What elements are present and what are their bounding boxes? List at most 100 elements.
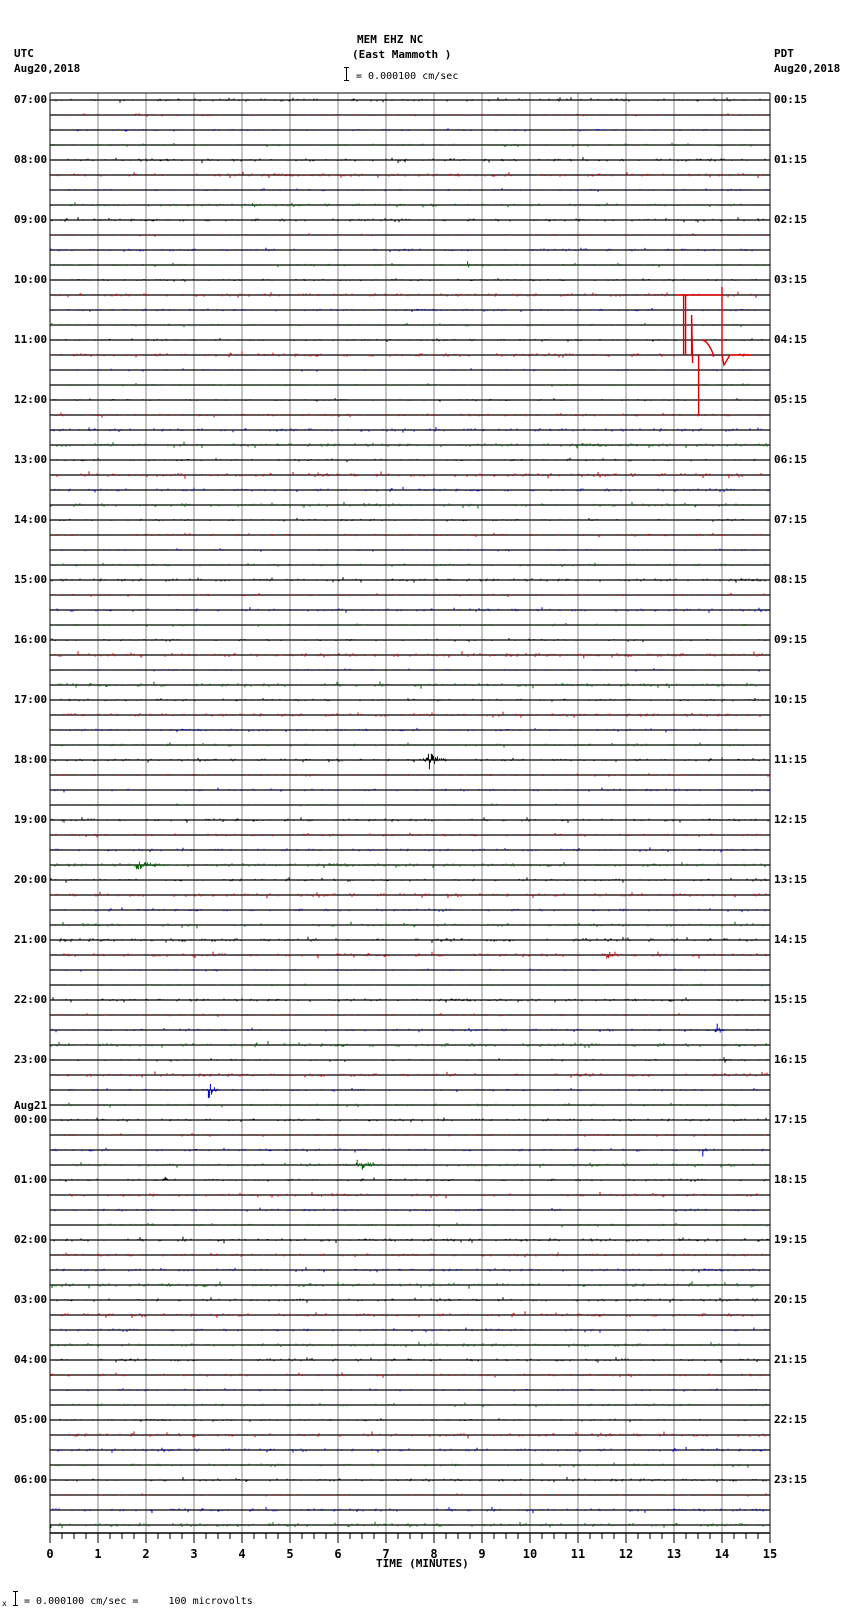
- x-tick-label: 2: [142, 1547, 149, 1561]
- trace: [51, 847, 764, 853]
- left-timezone: UTC: [14, 47, 34, 60]
- x-tick-label: 1: [94, 1547, 101, 1561]
- trace: [54, 773, 769, 777]
- right-time-label: 10:15: [774, 693, 808, 706]
- right-time-label: 00:15: [774, 93, 808, 106]
- trace: [62, 278, 759, 282]
- right-time-label: 03:15: [774, 273, 808, 286]
- right-time-label: 19:15: [774, 1233, 808, 1246]
- trace: [55, 562, 766, 567]
- trace: [51, 1084, 765, 1099]
- x-tick-label: 8: [430, 1547, 437, 1561]
- left-time-label: 01:00: [14, 1173, 48, 1186]
- left-time-label: 03:00: [14, 1293, 48, 1306]
- trace: [52, 803, 758, 807]
- right-time-label: 04:15: [774, 333, 808, 346]
- right-time-label: 11:15: [774, 753, 808, 766]
- trace: [50, 351, 762, 358]
- trace: [56, 471, 762, 479]
- right-time-label: 17:15: [774, 1113, 808, 1126]
- left-time-label: 23:00: [14, 1053, 48, 1066]
- left-time-label: 05:00: [14, 1413, 48, 1426]
- x-tick-label: 4: [238, 1547, 245, 1561]
- footer-marker: x: [2, 1599, 7, 1608]
- left-date-label: Aug21: [14, 1099, 48, 1112]
- trace: [52, 997, 766, 1003]
- trace: [50, 742, 760, 748]
- right-timezone: PDT: [774, 47, 794, 60]
- left-time-label: 02:00: [14, 1233, 48, 1246]
- trace: [51, 412, 761, 418]
- trace: [52, 1506, 769, 1514]
- trace: [55, 291, 769, 298]
- left-time-label: 15:00: [14, 573, 48, 586]
- footer-scale-bar-icon: [13, 1591, 21, 1606]
- x-tick-label: 11: [571, 1547, 585, 1561]
- trace: [53, 592, 766, 598]
- trace: [50, 1372, 767, 1378]
- left-date: Aug20,2018: [14, 62, 81, 75]
- trace: [54, 681, 757, 689]
- x-tick-label: 3: [190, 1547, 197, 1561]
- trace: [56, 1267, 768, 1273]
- right-time-label: 07:15: [774, 513, 808, 526]
- trace: [50, 1159, 767, 1170]
- trace: [50, 1133, 768, 1137]
- trace: [50, 968, 768, 972]
- trace: [50, 1071, 768, 1078]
- left-time-label: 14:00: [14, 513, 48, 526]
- trace: [54, 1477, 767, 1483]
- trace: [50, 501, 767, 509]
- left-time-label: 00:00: [14, 1113, 48, 1126]
- trace: [55, 97, 766, 103]
- trace: [56, 607, 769, 613]
- left-time-label: 18:00: [14, 753, 48, 766]
- left-time-label: 10:00: [14, 273, 48, 286]
- left-time-label: 22:00: [14, 993, 48, 1006]
- trace: [50, 711, 769, 718]
- x-tick-label: 9: [478, 1547, 485, 1561]
- trace: [51, 577, 766, 583]
- trace: [51, 1281, 769, 1289]
- right-time-label: 02:15: [774, 213, 808, 226]
- trace: [71, 1222, 769, 1228]
- trace: [50, 907, 766, 913]
- trace: [54, 441, 769, 449]
- left-time-label: 16:00: [14, 633, 48, 646]
- trace: [50, 517, 769, 522]
- left-time-label: 13:00: [14, 453, 48, 466]
- trace: [50, 383, 768, 387]
- calibration-pulse: [675, 287, 752, 415]
- trace: [52, 1057, 768, 1063]
- trace: [54, 936, 769, 943]
- x-tick-label: 7: [382, 1547, 389, 1561]
- left-time-label: 08:00: [14, 153, 48, 166]
- right-time-label: 13:15: [774, 873, 808, 886]
- left-time-label: 07:00: [14, 93, 48, 106]
- left-time-label: 04:00: [14, 1353, 48, 1366]
- trace: [51, 322, 769, 328]
- x-tick-label: 13: [667, 1547, 681, 1561]
- station-title: MEM EHZ NC: [357, 33, 424, 46]
- right-time-label: 16:15: [774, 1053, 808, 1066]
- right-date: Aug20,2018: [774, 62, 841, 75]
- trace: [53, 261, 765, 268]
- x-axis-title: TIME (MINUTES): [376, 1557, 469, 1570]
- trace: [55, 1176, 767, 1182]
- x-tick-label: 10: [523, 1547, 537, 1561]
- trace: [51, 157, 766, 164]
- right-time-label: 22:15: [774, 1413, 808, 1426]
- left-time-label: 21:00: [14, 933, 48, 946]
- trace: [56, 1357, 769, 1363]
- trace: [50, 457, 760, 463]
- x-tick-label: 15: [763, 1547, 777, 1561]
- right-time-label: 14:15: [774, 933, 808, 946]
- right-time-label: 23:15: [774, 1473, 808, 1486]
- trace: [55, 1493, 769, 1497]
- right-time-label: 12:15: [774, 813, 808, 826]
- trace: [52, 891, 767, 899]
- trace: [50, 1041, 768, 1048]
- trace: [53, 1236, 769, 1244]
- trace: [50, 171, 768, 179]
- trace: [52, 1431, 766, 1439]
